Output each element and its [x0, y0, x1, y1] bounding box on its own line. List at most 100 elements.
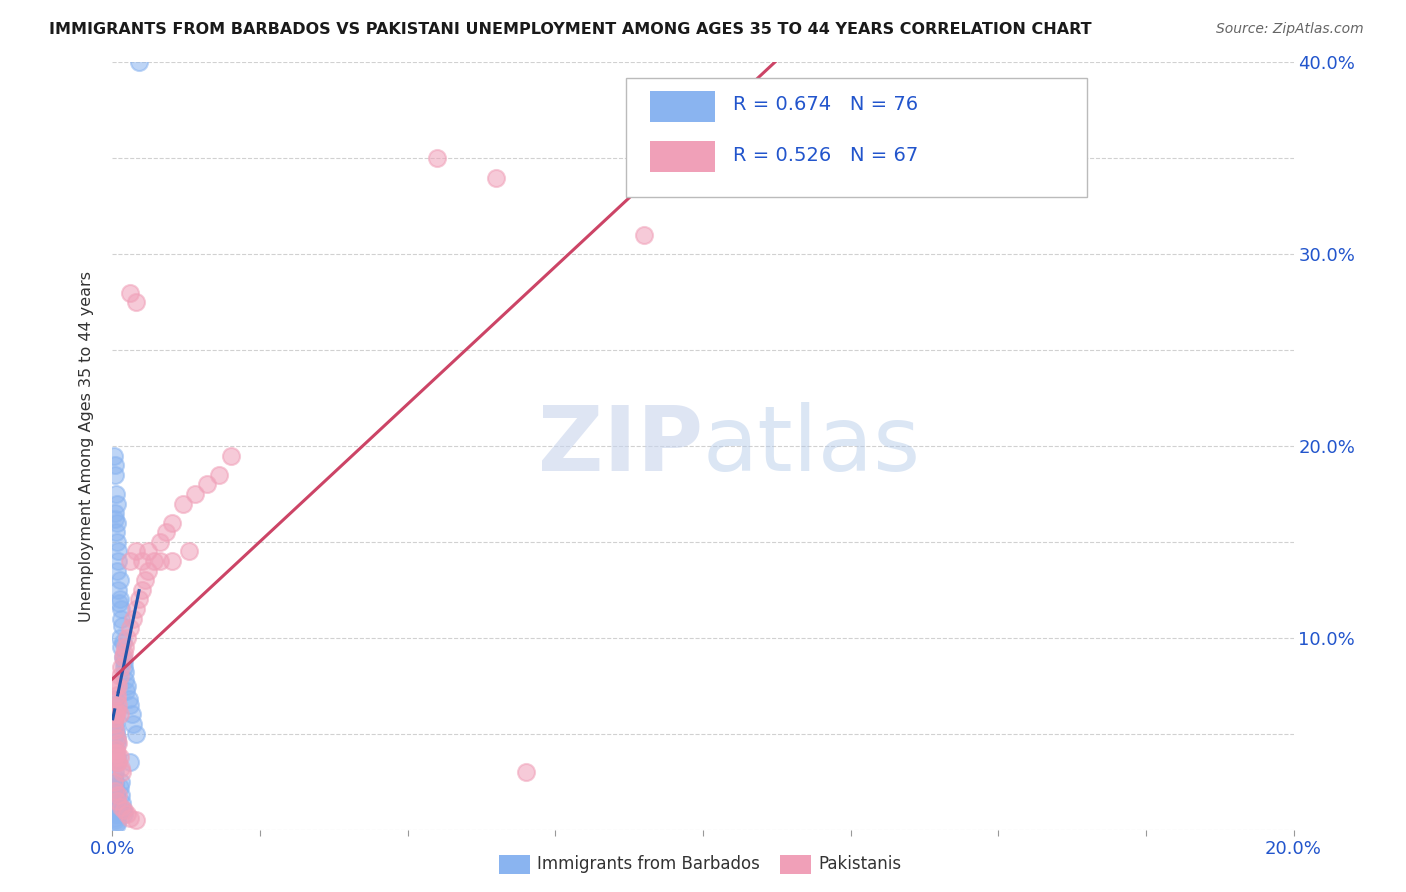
Point [149, 535, 172, 549]
Point [103, 774, 125, 789]
Point [131, 554, 153, 568]
Point [120, 621, 142, 635]
Point [105, 692, 128, 706]
Point [105, 736, 128, 750]
Point [105, 817, 128, 831]
Point [120, 285, 142, 300]
Point [515, 765, 537, 780]
Text: ZIP: ZIP [538, 402, 703, 490]
Point [134, 574, 156, 588]
Point [633, 228, 655, 243]
Point [103, 698, 125, 712]
Point [104, 742, 127, 756]
Point [111, 765, 134, 780]
Point [125, 602, 148, 616]
Point [107, 736, 129, 750]
Point [105, 814, 128, 829]
Point [111, 619, 134, 633]
Point [112, 649, 135, 664]
Point [219, 449, 242, 463]
Point [105, 564, 128, 578]
Point [105, 487, 128, 501]
Point [125, 726, 148, 740]
Point [195, 477, 218, 491]
Point [105, 756, 128, 770]
FancyBboxPatch shape [626, 78, 1087, 197]
Point [107, 698, 129, 712]
Point [118, 692, 141, 706]
Point [108, 780, 131, 795]
Point [121, 707, 143, 722]
Point [104, 711, 127, 725]
Point [104, 780, 127, 795]
Point [120, 698, 142, 712]
Point [105, 516, 128, 530]
Point [112, 654, 135, 668]
Point [117, 631, 138, 645]
Point [105, 679, 128, 693]
Point [208, 467, 231, 482]
Text: R = 0.674   N = 76: R = 0.674 N = 76 [733, 95, 918, 114]
Point [103, 769, 125, 783]
Point [103, 449, 125, 463]
Point [172, 496, 194, 510]
Point [114, 665, 136, 680]
Point [105, 794, 128, 808]
Point [105, 746, 128, 760]
Point [125, 295, 148, 310]
Point [105, 723, 128, 737]
Point [105, 707, 128, 722]
Point [107, 582, 129, 597]
Point [105, 756, 128, 770]
Point [149, 554, 172, 568]
Point [105, 704, 128, 718]
Point [103, 704, 125, 718]
Text: Source: ZipAtlas.com: Source: ZipAtlas.com [1216, 22, 1364, 37]
Point [105, 496, 128, 510]
Point [110, 612, 132, 626]
Point [105, 799, 128, 814]
Text: atlas: atlas [703, 402, 921, 490]
Point [112, 646, 135, 660]
Point [114, 673, 136, 687]
Point [107, 756, 129, 770]
Point [120, 811, 142, 825]
Point [122, 717, 145, 731]
Point [179, 544, 201, 558]
Point [155, 525, 177, 540]
Point [160, 554, 183, 568]
Point [136, 544, 159, 558]
Point [485, 170, 508, 185]
Point [104, 692, 127, 706]
Text: Pakistanis: Pakistanis [818, 855, 901, 873]
Point [110, 788, 132, 802]
Point [110, 640, 132, 655]
Point [105, 689, 128, 703]
Point [104, 807, 127, 822]
Text: R = 0.526   N = 67: R = 0.526 N = 67 [733, 145, 918, 165]
Point [108, 592, 131, 607]
Point [117, 807, 138, 822]
Point [107, 554, 129, 568]
Point [104, 711, 127, 725]
Point [112, 804, 135, 818]
Point [105, 742, 128, 756]
Point [112, 804, 135, 818]
Point [426, 152, 449, 166]
Point [104, 707, 127, 722]
Point [104, 717, 127, 731]
Point [142, 554, 165, 568]
Point [160, 516, 183, 530]
Point [112, 807, 135, 822]
Point [112, 659, 135, 673]
Point [104, 774, 127, 789]
Point [110, 659, 132, 673]
Point [103, 794, 125, 808]
Point [108, 749, 131, 764]
Point [104, 811, 127, 825]
Point [111, 649, 134, 664]
Point [128, 592, 150, 607]
Point [104, 723, 127, 737]
Point [104, 467, 127, 482]
Point [108, 669, 131, 683]
